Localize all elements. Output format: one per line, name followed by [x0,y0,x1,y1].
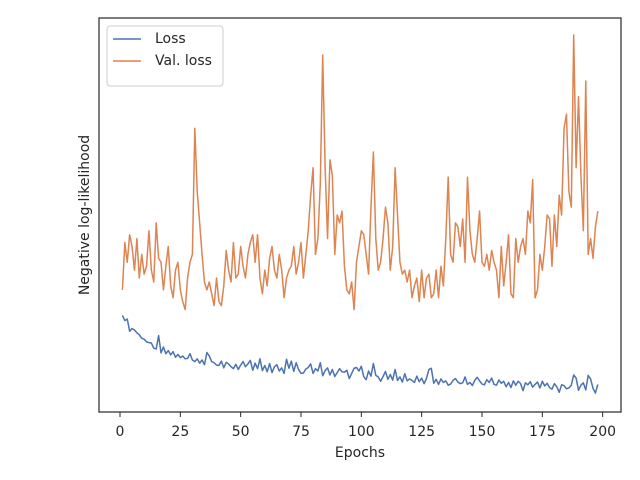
line-series [121,34,599,311]
x-tick-label: 75 [292,424,310,440]
line-series [121,315,599,394]
y-axis-label: Negative log-likelihood [77,135,93,295]
x-tick-label: 175 [529,424,556,440]
x-tick-label: 150 [469,424,496,440]
legend-box [106,25,224,87]
x-tick-label: 25 [171,424,189,440]
x-tick-label: 200 [589,424,616,440]
plot-frame [98,17,622,413]
legend-label: Val. loss [155,53,212,69]
x-tick-label: 50 [232,424,250,440]
x-tick-label: 0 [116,424,125,440]
legend-label: Loss [155,31,186,47]
x-tick-label: 125 [408,424,435,440]
x-tick-label: 100 [348,424,375,440]
x-axis-label: Epochs [335,445,385,461]
